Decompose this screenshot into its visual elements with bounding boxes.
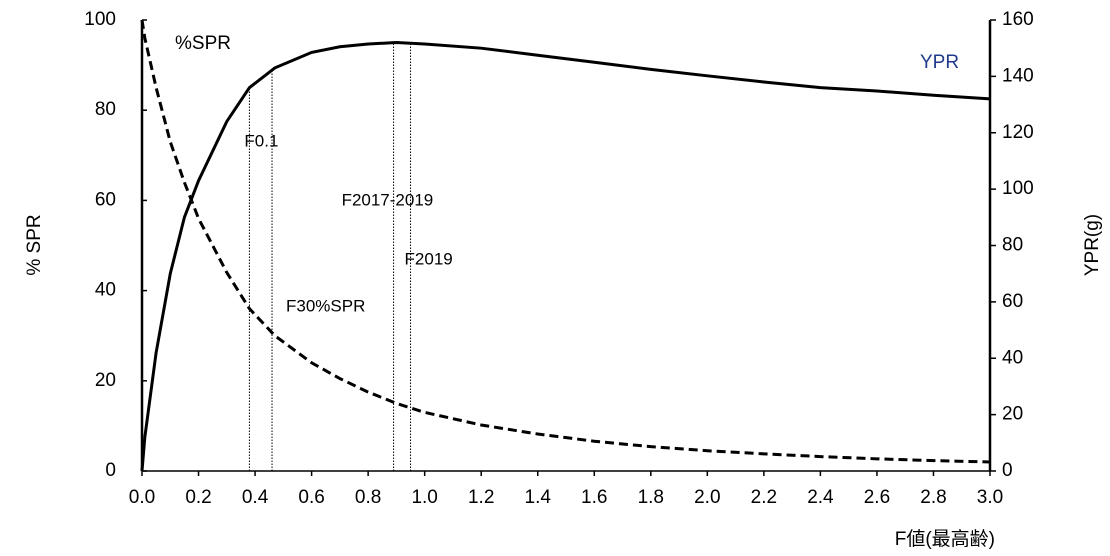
y2-tick-label: 80 [1002,235,1023,256]
x-tick-label: 1.8 [638,487,664,508]
x-tick-label: 1.2 [468,487,494,508]
y-tick-label: 0 [105,460,116,481]
series-line [140,41,991,472]
x-tick-label: 1.4 [525,487,552,508]
y2-tick-label: 60 [1002,291,1023,312]
reference-label: F30%SPR [286,296,365,315]
y2-tick-label: 100 [1002,178,1034,199]
y2-tick-label: 160 [1002,9,1034,30]
y2-tick-label: 40 [1002,347,1023,368]
x-tick-label: 2.4 [807,487,834,508]
y-tick-label: 80 [95,99,116,120]
y-axis-title: % SPR [24,214,45,275]
reference-label: F2017-2019 [342,190,434,209]
series-line [140,19,991,464]
x-tick-label: 0.6 [298,487,324,508]
y2-tick-label: 20 [1002,404,1023,425]
y2-tick-label: 140 [1002,65,1034,86]
reference-label: F0.1 [244,131,278,150]
x-tick-label: 0.0 [129,487,155,508]
series-label: YPR [920,52,959,73]
series-label: %SPR [175,33,231,54]
y2-tick-label: 0 [1002,460,1013,481]
x-tick-label: 2.8 [920,487,946,508]
y2-tick-label: 120 [1002,122,1034,143]
x-tick-label: 0.8 [355,487,381,508]
x-tick-label: 1.6 [581,487,607,508]
x-tick-label: 0.2 [185,487,211,508]
y-tick-label: 40 [95,280,116,301]
x-axis-title: F値(最高齢) [895,528,995,550]
y2-axis-title: YPR(g) [1082,214,1103,276]
x-tick-label: 2.0 [694,487,720,508]
reference-label: F2019 [405,249,453,268]
x-tick-label: 2.2 [751,487,777,508]
x-tick-label: 2.6 [864,487,890,508]
y-tick-label: 60 [95,189,116,210]
x-tick-label: 1.0 [411,487,437,508]
reference-lines: F0.1 F30%SPR F2017-2019 F2019 [244,42,453,471]
y-tick-label: 20 [95,370,116,391]
y-tick-label: 100 [84,9,116,30]
x-tick-label: 3.0 [977,487,1003,508]
x-tick-label: 0.4 [242,487,269,508]
